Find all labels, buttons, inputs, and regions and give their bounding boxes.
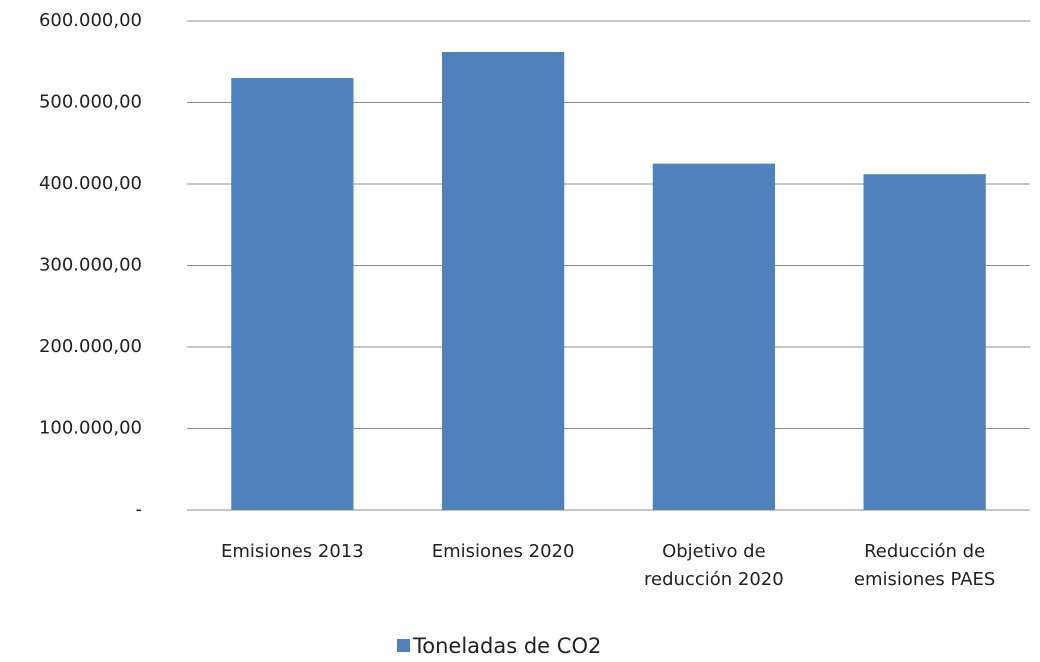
legend-swatch [397, 639, 410, 652]
x-tick-label: Emisiones 2020 [431, 541, 575, 562]
bar [652, 163, 775, 510]
legend-label: Toneladas de CO2 [413, 634, 602, 658]
x-tick-label: Emisiones 2013 [221, 541, 364, 562]
bar [231, 78, 354, 511]
y-tick-label: 400.000,00 [39, 173, 142, 194]
y-tick-label: 500.000,00 [39, 92, 142, 113]
x-tick-label: Objetivo de reducción 2020 [644, 541, 784, 590]
y-tick-label: 200.000,00 [39, 336, 142, 357]
x-tick-label: Reducción de emisiones PAES [853, 541, 996, 590]
y-tick-label: 100.000,00 [39, 418, 142, 439]
bar [442, 51, 565, 510]
y-tick-label: 600.000,00 [39, 10, 142, 31]
y-tick-label: - [136, 499, 143, 520]
bar [863, 174, 986, 510]
y-tick-label: 300.000,00 [39, 255, 142, 276]
